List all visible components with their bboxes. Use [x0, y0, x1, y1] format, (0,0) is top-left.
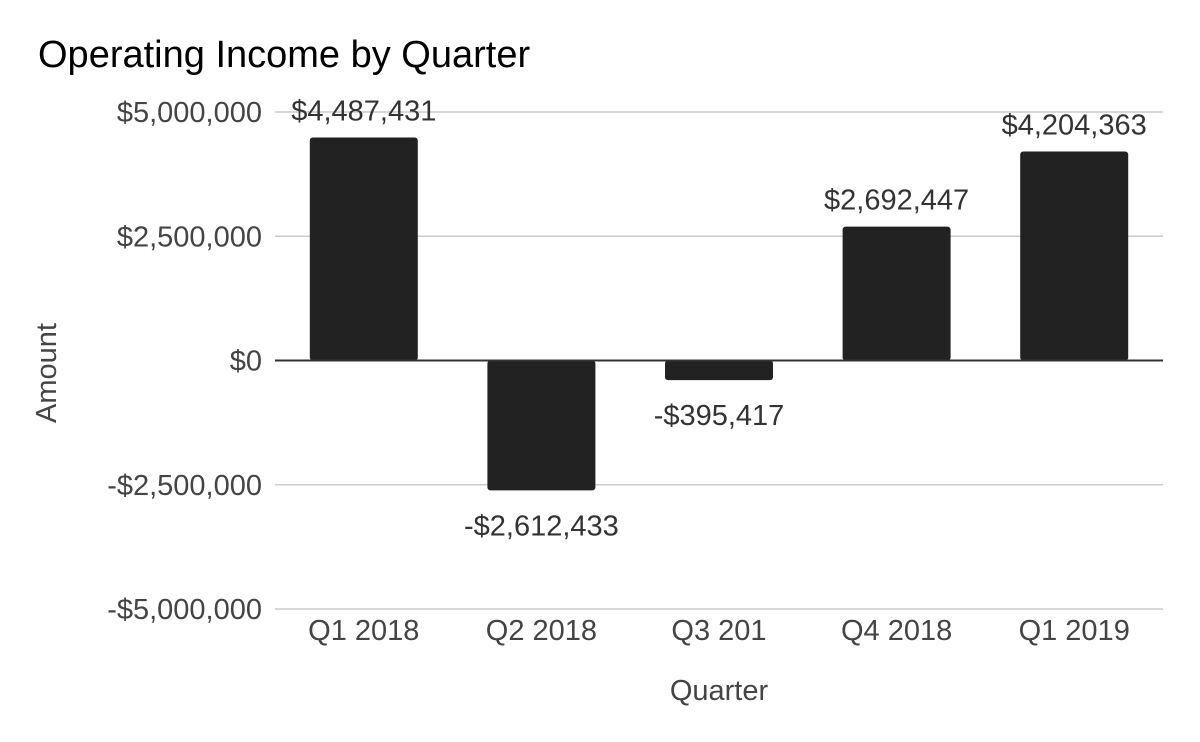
y-tick-label: -$5,000,000 [107, 594, 262, 626]
bar-data-label: $4,487,431 [291, 95, 436, 127]
bar [1020, 151, 1129, 361]
bar [309, 137, 418, 361]
y-tick-label: $5,000,000 [117, 97, 262, 129]
chart-title: Operating Income by Quarter [38, 34, 531, 76]
x-tick-label: Q4 2018 [841, 615, 952, 647]
grid-layer: $5,000,000 $2,500,000 $0 -$2,500,000 -$5,000… [107, 97, 1163, 626]
x-tick-label: Q1 2019 [1019, 615, 1130, 647]
x-tick-label: Q3 201 [671, 615, 766, 647]
bar-data-label: -$2,612,433 [464, 510, 619, 542]
y-tick-label: $2,500,000 [117, 221, 262, 253]
bar [665, 360, 773, 381]
y-tick-label: -$2,500,000 [107, 470, 262, 502]
label-layer: $4,487,431 Q1 2018 -$2,612,433 Q2 2018 -$395… [291, 95, 1147, 647]
bar-data-label: $4,204,363 [1002, 110, 1147, 142]
bar [487, 360, 596, 491]
bar-data-label: -$395,417 [654, 400, 785, 432]
x-tick-label: Q1 2018 [308, 615, 419, 647]
x-axis-title: Quarter [670, 675, 769, 707]
y-tick-label: $0 [230, 346, 262, 378]
y-axis-title: Amount [31, 323, 63, 423]
bar [842, 226, 951, 361]
x-tick-label: Q2 2018 [486, 615, 597, 647]
bar-layer [309, 137, 1129, 491]
bar-data-label: $2,692,447 [824, 185, 969, 217]
